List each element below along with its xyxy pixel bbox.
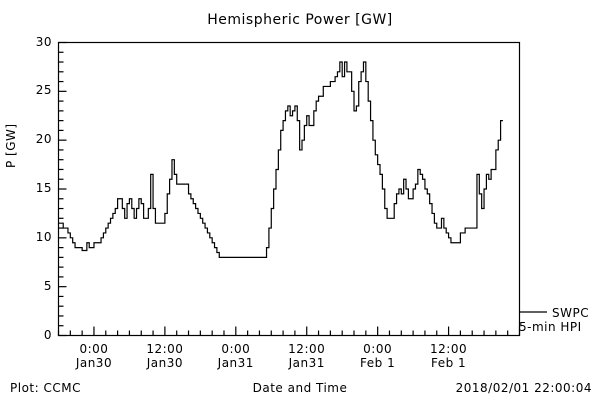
legend-series-sublabel: 5-min HPI	[519, 320, 582, 334]
x-tick-label-time: 0:00	[79, 342, 109, 356]
x-tick-label: 0:00 Jan31	[191, 342, 281, 370]
x-tick-label-time: 12:00	[146, 342, 184, 356]
x-tick-label-date: Jan30	[146, 356, 184, 370]
x-axis-label: Date and Time	[252, 381, 348, 395]
legend-series-name: SWPC	[552, 306, 590, 320]
timestamp: 2018/02/01 22:00:04	[455, 381, 592, 395]
y-tick-label: 5	[43, 278, 52, 293]
x-tick-label-date: Jan31	[288, 356, 325, 370]
x-tick-label: 0:00 Jan30	[49, 342, 139, 370]
x-tick-label-time: 0:00	[363, 342, 393, 356]
x-tick-label: 12:00 Jan30	[120, 342, 210, 370]
y-tick-label: 25	[35, 83, 52, 98]
x-tick-label-date: Jan30	[75, 356, 113, 370]
y-tick-label: 10	[35, 229, 52, 244]
y-tick-label: 15	[35, 181, 52, 195]
page-title: Hemispheric Power [GW]	[207, 12, 393, 28]
series-line-0	[58, 61, 503, 258]
x-tick-label-date: Jan31	[217, 356, 254, 370]
y-tick-label: 0	[43, 327, 52, 342]
plot-credit: Plot: CCMC	[10, 381, 81, 395]
x-tick-label: 0:00 Feb 1	[333, 342, 423, 370]
x-tick-label: 12:00 Jan31	[262, 342, 352, 370]
y-tick-label: 20	[35, 132, 52, 147]
data-series-group	[58, 61, 503, 258]
x-tick-label: 12:00 Feb 1	[404, 342, 494, 370]
x-tick-label-date: Feb 1	[430, 356, 467, 370]
plot-frame	[57, 41, 521, 337]
x-tick-label-time: 12:00	[430, 342, 468, 356]
x-tick-label-date: Feb 1	[360, 356, 396, 370]
x-tick-label-time: 0:00	[221, 342, 251, 356]
x-tick-label-time: 12:00	[288, 342, 326, 356]
y-tick-label: 30	[35, 34, 52, 49]
x-axis-ticks	[57, 326, 521, 336]
plot-border	[57, 41, 521, 337]
y-axis-ticks	[58, 41, 67, 337]
